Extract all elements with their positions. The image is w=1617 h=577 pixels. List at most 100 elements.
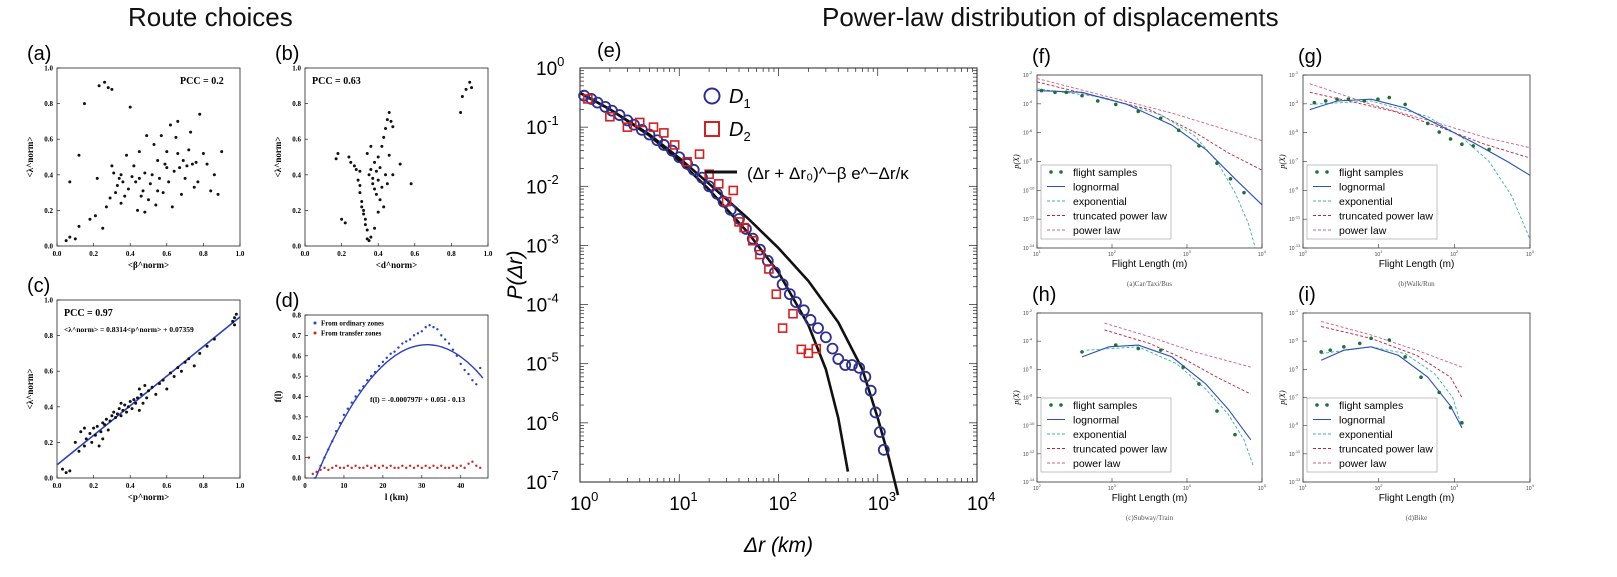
- data-point: [468, 80, 472, 84]
- data-point: [68, 469, 72, 473]
- data-point: [387, 153, 391, 157]
- data-point-transfer: [377, 466, 381, 470]
- y-tick-label: 10-5: [526, 350, 559, 376]
- data-point: [82, 426, 86, 430]
- data-point: [64, 239, 68, 243]
- panel-b: (b) 0.0 0.2 0.4 0.6 0.8 1.0 0.0 0.2 0.4 0.6 0.8 1.0 <…: [273, 43, 493, 270]
- legend-box: [1306, 397, 1438, 473]
- data-point: [117, 407, 121, 411]
- data-point: [68, 235, 72, 239]
- data-point-d2: [605, 111, 615, 122]
- data-point: [347, 155, 351, 159]
- truncated-power-law-curve: [1104, 329, 1252, 395]
- data-point: [183, 360, 187, 364]
- data-point-transfer: [323, 466, 326, 470]
- data-point: [389, 119, 393, 123]
- data-point: [192, 364, 196, 368]
- data-point: [126, 405, 130, 409]
- data-point-transfer: [412, 466, 416, 470]
- y-tick-label: 100: [536, 54, 564, 80]
- data-point-ordinary: [389, 352, 392, 355]
- flight-sample-point: [1228, 177, 1233, 181]
- data-point-d2: [728, 185, 739, 196]
- y-tick-label: 0.2: [292, 434, 301, 442]
- data-point-ordinary: [471, 379, 474, 382]
- y-tick-label: 10-14: [1023, 243, 1035, 252]
- x-tick-label: 101: [1299, 483, 1308, 492]
- data-point: [141, 189, 145, 193]
- data-point-ordinary: [385, 356, 388, 359]
- data-point-d1: [869, 406, 882, 419]
- flight-sample-point: [1460, 421, 1464, 425]
- flight-sample-point: [1158, 116, 1163, 121]
- flight-sample-point: [1181, 365, 1186, 369]
- data-point: [161, 191, 165, 195]
- data-point: [126, 187, 130, 191]
- y-tick-label: 10-6: [1023, 128, 1033, 137]
- data-point: [464, 87, 468, 91]
- flight-sample-point: [1448, 137, 1453, 141]
- data-point-ordinary: [397, 346, 400, 349]
- data-point: [119, 401, 123, 405]
- data-point: [115, 412, 119, 416]
- data-point: [205, 344, 209, 348]
- data-point: [121, 180, 125, 184]
- panel-caption: (d)Bike: [1406, 514, 1427, 522]
- y-tick-label: 10-7: [1289, 393, 1299, 402]
- panel-label: (d): [275, 290, 299, 312]
- data-point: [92, 426, 96, 430]
- data-point: [220, 150, 224, 154]
- data-point-d2: [583, 94, 593, 104]
- data-point: [114, 415, 118, 419]
- x-tick-label: 101: [1033, 249, 1042, 258]
- data-point: [365, 228, 369, 232]
- panel-label: (i): [1298, 284, 1316, 306]
- y-tick-label: 10-8: [1023, 157, 1033, 166]
- data-point-transfer: [443, 466, 447, 470]
- x-tick-label: 1.0: [236, 482, 245, 490]
- y-tick-label: 10-7: [1289, 157, 1299, 166]
- flight-sample-point: [1242, 190, 1246, 195]
- data-point-d1: [711, 187, 723, 200]
- x-tick-label: 101: [669, 489, 697, 515]
- data-point: [82, 102, 86, 106]
- data-point-transfer: [459, 464, 462, 467]
- y-axis-label: p(X): [1278, 390, 1287, 406]
- legend-marker: [1049, 170, 1053, 174]
- data-point: [376, 178, 380, 182]
- legend-box: [1306, 164, 1438, 240]
- x-axis-label: Flight Length (m): [1112, 259, 1188, 270]
- data-point-transfer: [467, 462, 470, 465]
- truncated-power-law-curve: [1036, 81, 1263, 171]
- panel-label: (f): [1032, 46, 1051, 68]
- data-point: [145, 134, 149, 138]
- data-point-d2: [648, 122, 659, 132]
- x-axis-label: Flight Length (m): [1379, 259, 1455, 270]
- data-point-d1: [657, 139, 670, 151]
- data-point-d2: [622, 122, 633, 132]
- y-tick-label: 10-12: [1023, 214, 1035, 223]
- data-point-ordinary: [416, 332, 420, 335]
- flight-sample-point: [1113, 102, 1118, 107]
- y-tick-label: 0.0: [292, 243, 301, 251]
- x-tick-label: 0: [303, 482, 307, 490]
- y-tick-label: 10-5: [1289, 365, 1299, 374]
- data-point: [154, 392, 158, 396]
- data-point-ordinary: [381, 360, 385, 364]
- data-point: [349, 160, 353, 164]
- data-point-ordinary: [377, 364, 381, 368]
- data-point-ordinary: [424, 326, 427, 329]
- legend-entry: exponential: [1073, 429, 1127, 441]
- data-point: [189, 130, 193, 134]
- data-point-transfer: [420, 466, 424, 470]
- data-point-d1: [812, 322, 824, 335]
- data-point: [77, 224, 81, 228]
- legend-marker: [1325, 170, 1329, 174]
- y-tick-label: 10-3: [526, 231, 559, 257]
- flight-sample-point: [1039, 88, 1044, 93]
- y-tick-label: 10-2: [1023, 70, 1033, 79]
- data-point: [198, 351, 202, 355]
- data-point-ordinary: [436, 328, 439, 331]
- y-tick-label: 10-1: [526, 113, 559, 139]
